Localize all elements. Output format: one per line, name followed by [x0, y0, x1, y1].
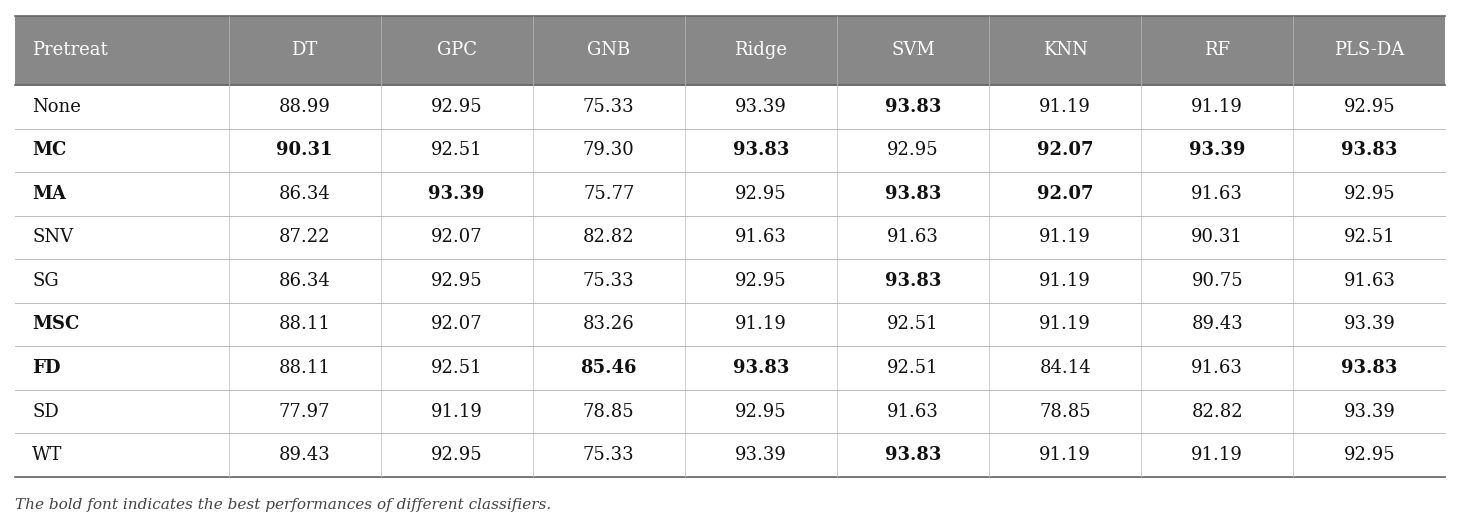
Text: SVM: SVM: [891, 41, 934, 59]
Text: 93.39: 93.39: [734, 98, 787, 116]
Text: 93.83: 93.83: [885, 185, 942, 203]
Text: 86.34: 86.34: [279, 185, 330, 203]
Text: 92.51: 92.51: [888, 359, 939, 377]
Text: 75.33: 75.33: [583, 98, 635, 116]
Text: 91.19: 91.19: [1040, 446, 1091, 464]
Text: 92.95: 92.95: [431, 446, 482, 464]
Text: 91.63: 91.63: [1343, 272, 1396, 290]
Text: 90.31: 90.31: [1191, 228, 1242, 246]
Text: 92.51: 92.51: [431, 359, 482, 377]
Text: Pretreat: Pretreat: [32, 41, 108, 59]
Text: 92.95: 92.95: [1343, 446, 1396, 464]
Text: 75.33: 75.33: [583, 272, 635, 290]
Text: 93.83: 93.83: [1342, 141, 1397, 159]
Text: 91.63: 91.63: [888, 402, 939, 421]
Text: 91.63: 91.63: [1191, 185, 1242, 203]
Text: 93.83: 93.83: [733, 141, 788, 159]
Text: SNV: SNV: [32, 228, 73, 246]
Text: 92.95: 92.95: [1343, 185, 1396, 203]
Text: 92.51: 92.51: [888, 315, 939, 333]
Text: 91.19: 91.19: [1191, 98, 1242, 116]
Text: 92.95: 92.95: [734, 272, 787, 290]
Text: 90.75: 90.75: [1191, 272, 1242, 290]
Text: 77.97: 77.97: [279, 402, 330, 421]
Text: 92.95: 92.95: [431, 272, 482, 290]
Text: GNB: GNB: [587, 41, 631, 59]
Text: 93.39: 93.39: [428, 185, 485, 203]
Text: MA: MA: [32, 185, 66, 203]
Text: 92.51: 92.51: [431, 141, 482, 159]
Text: The bold font indicates the best performances of different classifiers.: The bold font indicates the best perform…: [15, 498, 550, 512]
Text: 88.11: 88.11: [279, 359, 330, 377]
Text: 91.19: 91.19: [1040, 98, 1091, 116]
Text: 82.82: 82.82: [583, 228, 635, 246]
Text: 91.19: 91.19: [734, 315, 787, 333]
Text: 91.19: 91.19: [1040, 228, 1091, 246]
Text: 92.95: 92.95: [1343, 98, 1396, 116]
Text: 92.07: 92.07: [431, 228, 482, 246]
Text: 91.19: 91.19: [431, 402, 483, 421]
Text: 91.19: 91.19: [1191, 446, 1242, 464]
Text: 88.99: 88.99: [279, 98, 330, 116]
Text: MC: MC: [32, 141, 67, 159]
Text: 90.31: 90.31: [276, 141, 333, 159]
Text: 78.85: 78.85: [583, 402, 635, 421]
Text: 75.77: 75.77: [583, 185, 635, 203]
Text: Ridge: Ridge: [734, 41, 787, 59]
Text: RF: RF: [1204, 41, 1231, 59]
Text: 79.30: 79.30: [583, 141, 635, 159]
Text: None: None: [32, 98, 80, 116]
Text: SD: SD: [32, 402, 58, 421]
Text: KNN: KNN: [1042, 41, 1088, 59]
Text: 88.11: 88.11: [279, 315, 330, 333]
Text: 93.39: 93.39: [1188, 141, 1245, 159]
Text: 93.83: 93.83: [885, 98, 942, 116]
Text: 91.63: 91.63: [734, 228, 787, 246]
Text: 93.83: 93.83: [733, 359, 788, 377]
Text: 82.82: 82.82: [1191, 402, 1242, 421]
Text: 84.14: 84.14: [1040, 359, 1091, 377]
Text: SG: SG: [32, 272, 58, 290]
Text: 92.95: 92.95: [431, 98, 482, 116]
Text: FD: FD: [32, 359, 61, 377]
Text: MSC: MSC: [32, 315, 79, 333]
Text: 93.83: 93.83: [885, 446, 942, 464]
Text: 87.22: 87.22: [279, 228, 330, 246]
Text: 92.95: 92.95: [734, 185, 787, 203]
Text: 91.63: 91.63: [1191, 359, 1242, 377]
Text: GPC: GPC: [437, 41, 476, 59]
Text: 92.95: 92.95: [888, 141, 939, 159]
Text: 89.43: 89.43: [1191, 315, 1242, 333]
Text: 83.26: 83.26: [583, 315, 635, 333]
Text: 93.39: 93.39: [734, 446, 787, 464]
Text: PLS-DA: PLS-DA: [1334, 41, 1405, 59]
Text: 92.07: 92.07: [1037, 185, 1094, 203]
Text: 92.95: 92.95: [734, 402, 787, 421]
Text: 75.33: 75.33: [583, 446, 635, 464]
Text: 93.39: 93.39: [1343, 315, 1396, 333]
Text: WT: WT: [32, 446, 63, 464]
Text: 93.83: 93.83: [1342, 359, 1397, 377]
Text: DT: DT: [292, 41, 318, 59]
Text: 93.39: 93.39: [1343, 402, 1396, 421]
Text: 86.34: 86.34: [279, 272, 330, 290]
Text: 92.07: 92.07: [1037, 141, 1094, 159]
Text: 93.83: 93.83: [885, 272, 942, 290]
Text: 92.51: 92.51: [1343, 228, 1396, 246]
Text: 78.85: 78.85: [1040, 402, 1091, 421]
Text: 91.19: 91.19: [1040, 315, 1091, 333]
Text: 91.63: 91.63: [888, 228, 939, 246]
Text: 92.07: 92.07: [431, 315, 482, 333]
Text: 89.43: 89.43: [279, 446, 330, 464]
Text: 85.46: 85.46: [581, 359, 637, 377]
Text: 91.19: 91.19: [1040, 272, 1091, 290]
